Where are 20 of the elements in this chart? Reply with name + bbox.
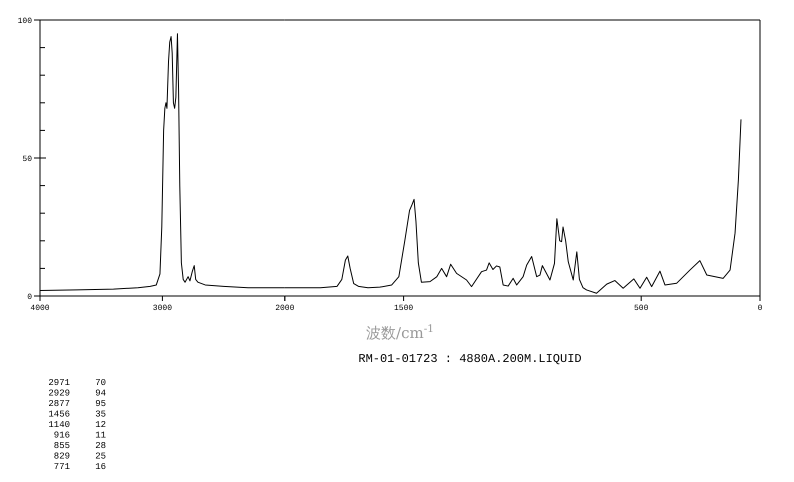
text: 771 16 xyxy=(54,462,106,472)
y-tick-label: 0 xyxy=(27,292,32,302)
x-tick-label: 1500 xyxy=(394,304,414,313)
x-tick-label: 4000 xyxy=(30,304,50,313)
text: 855 28 xyxy=(54,441,106,451)
x-tick-label: 0 xyxy=(758,304,763,313)
x-axis-title: 波数/cm$^{-1}$ xyxy=(366,323,434,342)
text: 1140 12 xyxy=(48,420,106,430)
y-tick-label: 50 xyxy=(22,154,32,164)
x-tick-label: 2000 xyxy=(275,304,295,313)
text: 1456 35 xyxy=(48,410,106,420)
text: 2877 95 xyxy=(48,399,106,409)
x-tick-label: 3000 xyxy=(152,304,172,313)
y-tick-label: 100 xyxy=(18,16,32,26)
text: RM-01-01723 : 4880A.200M.LIQUID xyxy=(358,352,582,366)
text: 2971 70 xyxy=(48,378,106,388)
x-tick-label: 500 xyxy=(634,304,649,313)
text: 2929 94 xyxy=(48,388,106,398)
text: 829 25 xyxy=(54,452,106,462)
text: 916 11 xyxy=(54,430,106,440)
